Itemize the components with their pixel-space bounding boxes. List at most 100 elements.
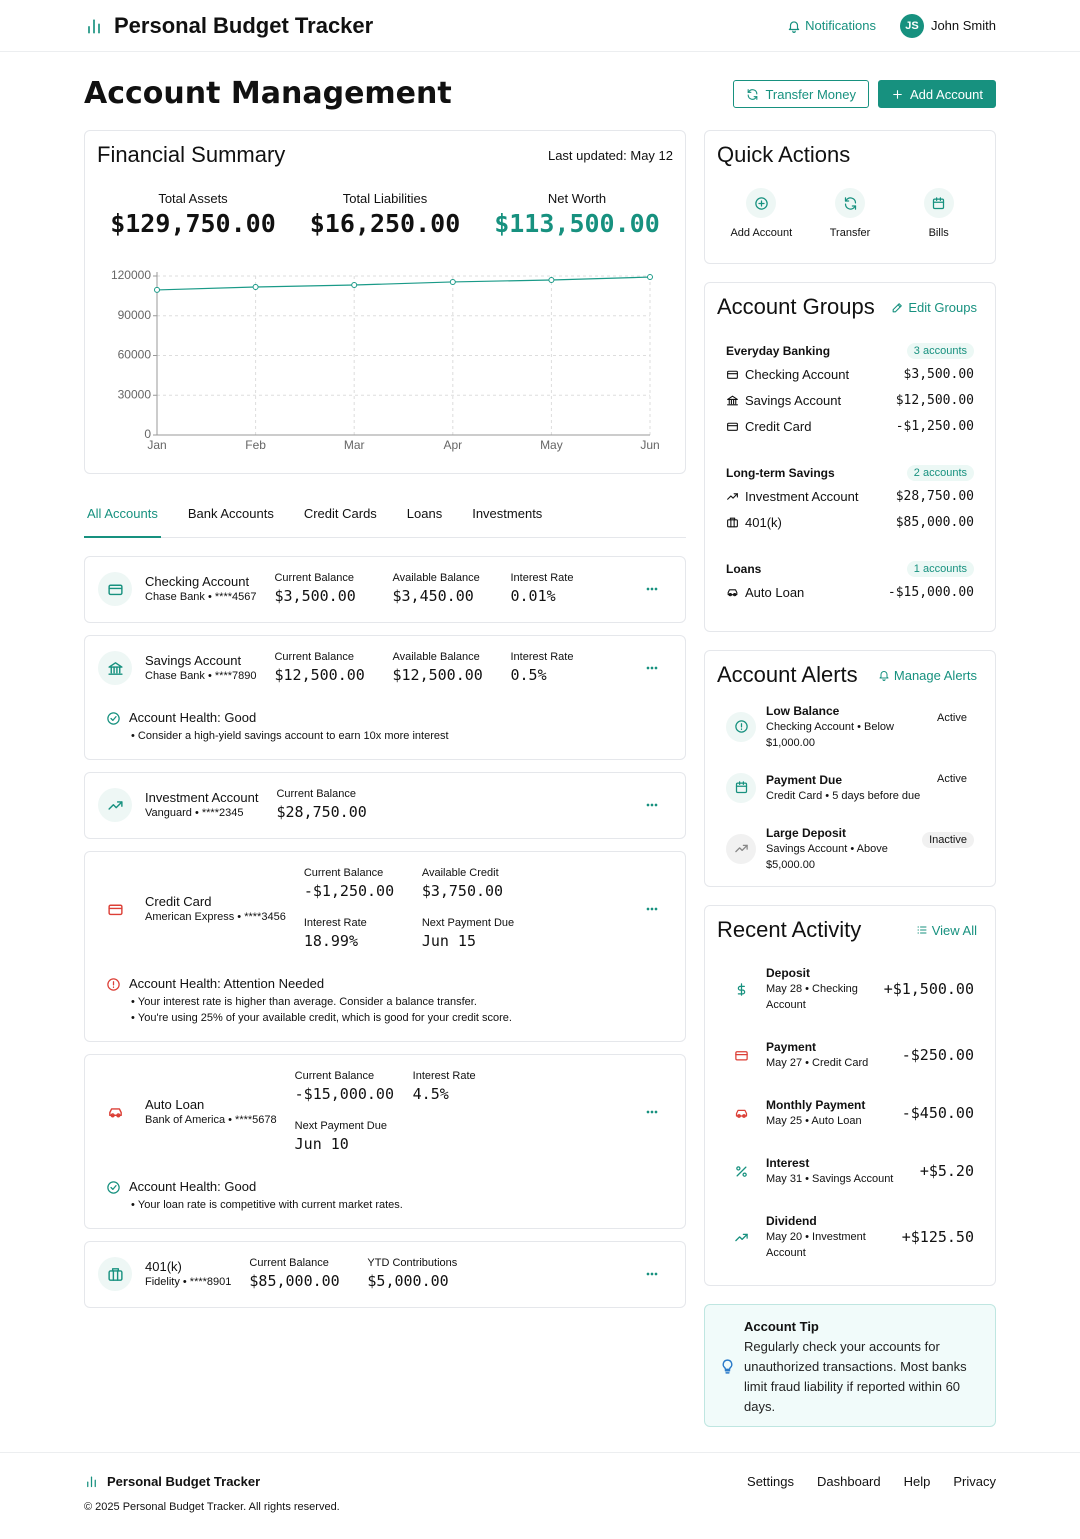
transfer-button[interactable]: Transfer Money: [733, 80, 869, 108]
more-button[interactable]: [644, 581, 660, 597]
field: Interest Rate 0.5%: [510, 650, 628, 686]
field-value: $12,500.00: [274, 666, 365, 684]
manage-alerts[interactable]: Manage Alerts: [878, 668, 977, 683]
icon-part: [892, 302, 903, 312]
tab[interactable]: Investments: [472, 506, 543, 521]
activity-item[interactable]: Deposit May 28 • Checking Account +$1,500.…: [717, 952, 983, 1026]
icon-part: [754, 95, 758, 100]
icon-part: [741, 1113, 746, 1118]
icon-svg: [727, 588, 738, 596]
footer-link[interactable]: Privacy: [953, 1473, 996, 1489]
y-tick-label: 30000: [118, 387, 152, 401]
view-all[interactable]: View All: [916, 923, 977, 938]
title-row: Account Management Transfer Money Add Ac…: [84, 52, 996, 109]
right-column: Quick Actions Add Account Transfer Bills A…: [704, 130, 996, 1427]
tab[interactable]: Credit Cards: [303, 506, 377, 521]
icon-part: [654, 666, 658, 670]
icon-svg: [646, 907, 658, 911]
user-name[interactable]: John Smith: [930, 18, 996, 33]
account-card: Investment Account Vanguard • ****2345 Cur…: [84, 772, 686, 839]
icon-part: [734, 1050, 748, 1060]
footer-link[interactable]: Dashboard: [817, 1473, 881, 1489]
account-name: 401(k): [145, 1259, 182, 1274]
activity-item[interactable]: Payment May 27 • Credit Card -$250.00: [717, 1026, 983, 1084]
more-button[interactable]: [644, 901, 660, 917]
group-account-balance: $3,500.00: [903, 366, 974, 382]
icon-part: [727, 370, 738, 379]
field-value: -$1,250.00: [303, 882, 395, 900]
alert-item[interactable]: Payment Due Credit Card • 5 days before d…: [717, 757, 983, 818]
footer-link[interactable]: Settings: [747, 1473, 795, 1489]
field: Available Balance $3,450.00: [392, 571, 510, 607]
icon-part: [111, 1267, 119, 1272]
quick-action[interactable]: Bills: [894, 188, 983, 241]
group-account[interactable]: Auto Loan -$15,000.00: [726, 579, 974, 605]
notifications[interactable]: Notifications: [787, 18, 876, 33]
icon-svg: [748, 88, 758, 100]
card-header: Account Groups Edit Groups: [717, 295, 983, 319]
activity-item[interactable]: Dividend May 20 • Investment Account +$125…: [717, 1200, 983, 1274]
tabs: All Accounts Bank Accounts Credit Cards Loa…: [84, 500, 686, 538]
avatar[interactable]: JS: [899, 13, 924, 38]
group-account-balance: -$1,250.00: [895, 418, 974, 434]
icon-svg: [646, 803, 658, 807]
data-point: [154, 286, 160, 293]
field: YTD Contributions $5,000.00: [367, 1256, 485, 1292]
quick-action[interactable]: Transfer: [806, 188, 895, 241]
icon-part: [110, 1112, 115, 1117]
account-institution: Chase Bank • ****7890: [145, 670, 257, 682]
card-header: Recent Activity View All: [717, 918, 983, 942]
icon-svg: [107, 1267, 123, 1281]
tab[interactable]: All Accounts: [84, 500, 161, 538]
account-row: Credit Card American Express • ****3456 Cu…: [98, 866, 673, 952]
activity-icon: [726, 1156, 756, 1186]
more-button[interactable]: [644, 1104, 660, 1120]
account-row: Savings Account Chase Bank • ****7890 Curr…: [98, 650, 673, 686]
account-name: Credit Card: [145, 894, 212, 909]
brand[interactable]: Personal Budget Tracker: [84, 13, 373, 39]
group-account[interactable]: Investment Account $28,750.00: [726, 483, 974, 509]
more-button[interactable]: [644, 1266, 660, 1282]
account-institution: American Express • ****3456: [145, 911, 286, 923]
icon-part: [646, 1110, 650, 1114]
tab[interactable]: Loans: [406, 506, 443, 521]
alert-item[interactable]: Large Deposit Savings Account • Above $5,…: [717, 818, 983, 879]
activity-body: Payment May 27 • Credit Card: [766, 1039, 868, 1071]
alert-item[interactable]: Low Balance Checking Account • Below $1,0…: [717, 696, 983, 757]
group-account[interactable]: 401(k) $85,000.00: [726, 509, 974, 535]
net-worth-chart: 0 30000 60000 90000 120000 Jan Feb Mar Apr May Jun: [111, 268, 660, 452]
edit-groups[interactable]: Edit Groups: [891, 300, 977, 315]
group-account[interactable]: Savings Account $12,500.00: [726, 387, 974, 413]
quick-action[interactable]: Add Account: [717, 188, 806, 241]
footer-brand[interactable]: Personal Budget Tracker: [84, 1474, 260, 1489]
field-label: Current Balance: [294, 1070, 375, 1082]
icon-svg: [722, 1359, 733, 1374]
icon-svg: [107, 584, 123, 595]
icon-part: [654, 587, 658, 591]
icon-svg: [646, 666, 658, 670]
alert-detail: Credit Card • 5 days before due: [766, 789, 921, 802]
icon-svg: [734, 1050, 748, 1060]
account-fields: Current Balance $12,500.00 Available Balan…: [274, 650, 628, 686]
tab[interactable]: Bank Accounts: [187, 506, 274, 521]
group-account[interactable]: Credit Card -$1,250.00: [726, 413, 974, 439]
account-name-block: Credit Card American Express • ****3456: [145, 894, 286, 924]
icon-part: [650, 1272, 654, 1276]
footer-link[interactable]: Help: [903, 1473, 931, 1489]
group-account[interactable]: Checking Account $3,500.00: [726, 361, 974, 387]
quick-action-label: Add Account: [730, 227, 793, 239]
icon-part: [879, 671, 889, 679]
more-button[interactable]: [644, 660, 660, 676]
icon-svg: [893, 89, 902, 99]
account-card: 401(k) Fidelity • ****8901 Current Balance…: [84, 1241, 686, 1308]
activity-item[interactable]: Interest May 31 • Savings Account +$5.20: [717, 1142, 983, 1200]
activity-amount: -$450.00: [901, 1104, 974, 1122]
alert-icon: [726, 711, 756, 742]
add-account-button[interactable]: Add Account: [878, 80, 996, 108]
icon-part: [110, 1184, 117, 1190]
group-account-icon: [726, 586, 739, 599]
field: Next Payment Due Jun 15: [422, 916, 540, 952]
activity-item[interactable]: Monthly Payment May 25 • Auto Loan -$450.0…: [717, 1084, 983, 1142]
more-button[interactable]: [644, 797, 660, 813]
